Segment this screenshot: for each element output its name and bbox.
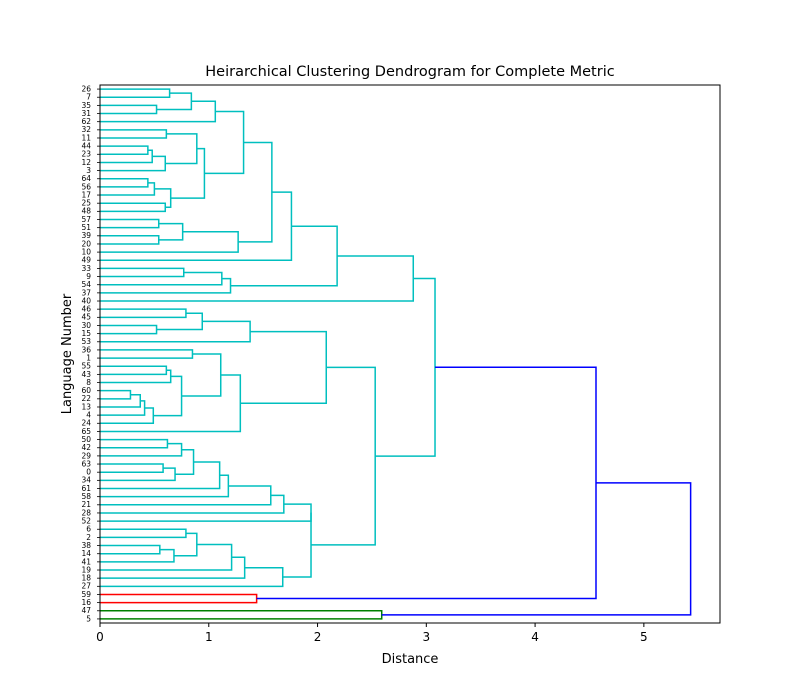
y-tick-label: 35	[81, 101, 91, 110]
y-tick-label: 23	[81, 150, 91, 159]
y-axis-label: Language Number	[60, 293, 75, 414]
y-tick-label: 9	[86, 272, 91, 281]
x-tick-label: 5	[640, 630, 648, 644]
y-tick-label: 18	[81, 574, 91, 583]
y-tick-label: 8	[86, 378, 91, 387]
y-tick-label: 40	[81, 296, 91, 305]
y-tick-label: 44	[81, 142, 91, 151]
y-tick-label: 57	[81, 215, 91, 224]
chart-title: Heirarchical Clustering Dendrogram for C…	[205, 64, 614, 80]
y-tick-label: 4	[86, 411, 91, 420]
y-tick-label: 2	[86, 533, 91, 542]
x-tick-label: 0	[96, 630, 104, 644]
x-axis-ticks: 0 1 2 3 4 5	[96, 623, 648, 644]
y-tick-label: 19	[81, 565, 91, 574]
y-tick-label: 46	[81, 305, 91, 314]
dendrogram-link-58	[282, 512, 312, 578]
y-tick-label: 6	[86, 525, 91, 534]
y-tick-label: 64	[81, 174, 91, 183]
y-tick-label: 33	[81, 264, 91, 273]
y-tick-label: 36	[81, 345, 91, 354]
y-tick-label: 52	[81, 517, 91, 526]
y-tick-label: 63	[81, 459, 91, 468]
y-tick-label: 58	[81, 492, 91, 501]
y-tick-label: 28	[81, 508, 91, 517]
dendrogram-links	[100, 88, 692, 620]
y-tick-label: 49	[81, 256, 91, 265]
y-tick-label: 12	[81, 158, 91, 167]
y-tick-label: 13	[81, 402, 91, 411]
y-tick-label: 60	[81, 386, 91, 395]
x-tick-label: 4	[531, 630, 539, 644]
y-tick-label: 26	[81, 84, 91, 93]
y-tick-label: 3	[86, 166, 91, 175]
x-tick-label: 3	[422, 630, 430, 644]
y-tick-label: 43	[81, 370, 91, 379]
y-tick-label: 50	[81, 435, 91, 444]
y-tick-label: 1	[86, 353, 91, 362]
y-tick-label: 47	[81, 606, 91, 615]
y-tick-label: 34	[81, 476, 91, 485]
y-tick-label: 17	[81, 190, 91, 199]
y-tick-label: 65	[81, 427, 91, 436]
y-tick-label: 54	[81, 280, 91, 289]
y-tick-label: 37	[81, 288, 91, 297]
y-tick-label: 21	[81, 500, 91, 509]
y-tick-label: 24	[81, 419, 91, 428]
y-tick-label: 20	[81, 239, 91, 248]
y-tick-label: 31	[81, 109, 91, 118]
y-tick-label: 41	[81, 557, 91, 566]
dendrogram-link-64	[381, 482, 692, 616]
y-tick-label: 14	[81, 549, 91, 558]
y-tick-label: 15	[81, 329, 91, 338]
y-tick-label: 16	[81, 598, 91, 607]
plot-frame	[99, 84, 721, 624]
y-tick-label: 55	[81, 362, 91, 371]
y-tick-label: 10	[81, 248, 91, 257]
x-axis-label: Distance	[382, 652, 439, 667]
x-tick-label: 2	[314, 630, 322, 644]
y-tick-label: 29	[81, 451, 91, 460]
y-tick-label: 45	[81, 313, 91, 322]
y-tick-label: 42	[81, 443, 91, 452]
y-tick-label: 0	[86, 468, 91, 477]
y-tick-label: 39	[81, 231, 91, 240]
y-tick-label: 30	[81, 321, 91, 330]
y-tick-label: 59	[81, 590, 91, 599]
y-tick-label: 25	[81, 199, 91, 208]
y-tick-label: 51	[81, 223, 91, 232]
y-axis-ticks: 2673531623211442312364561725485751392010…	[81, 84, 100, 623]
y-tick-label: 38	[81, 541, 91, 550]
x-tick-label: 1	[205, 630, 213, 644]
y-tick-label: 32	[81, 125, 91, 134]
y-tick-label: 5	[86, 614, 91, 623]
y-tick-label: 62	[81, 117, 91, 126]
y-tick-label: 61	[81, 484, 91, 493]
y-tick-label: 56	[81, 182, 91, 191]
y-tick-label: 48	[81, 207, 91, 216]
y-tick-label: 27	[81, 582, 91, 591]
y-tick-label: 7	[86, 93, 91, 102]
y-tick-label: 22	[81, 394, 91, 403]
y-tick-label: 11	[81, 133, 91, 142]
y-tick-label: 53	[81, 337, 91, 346]
